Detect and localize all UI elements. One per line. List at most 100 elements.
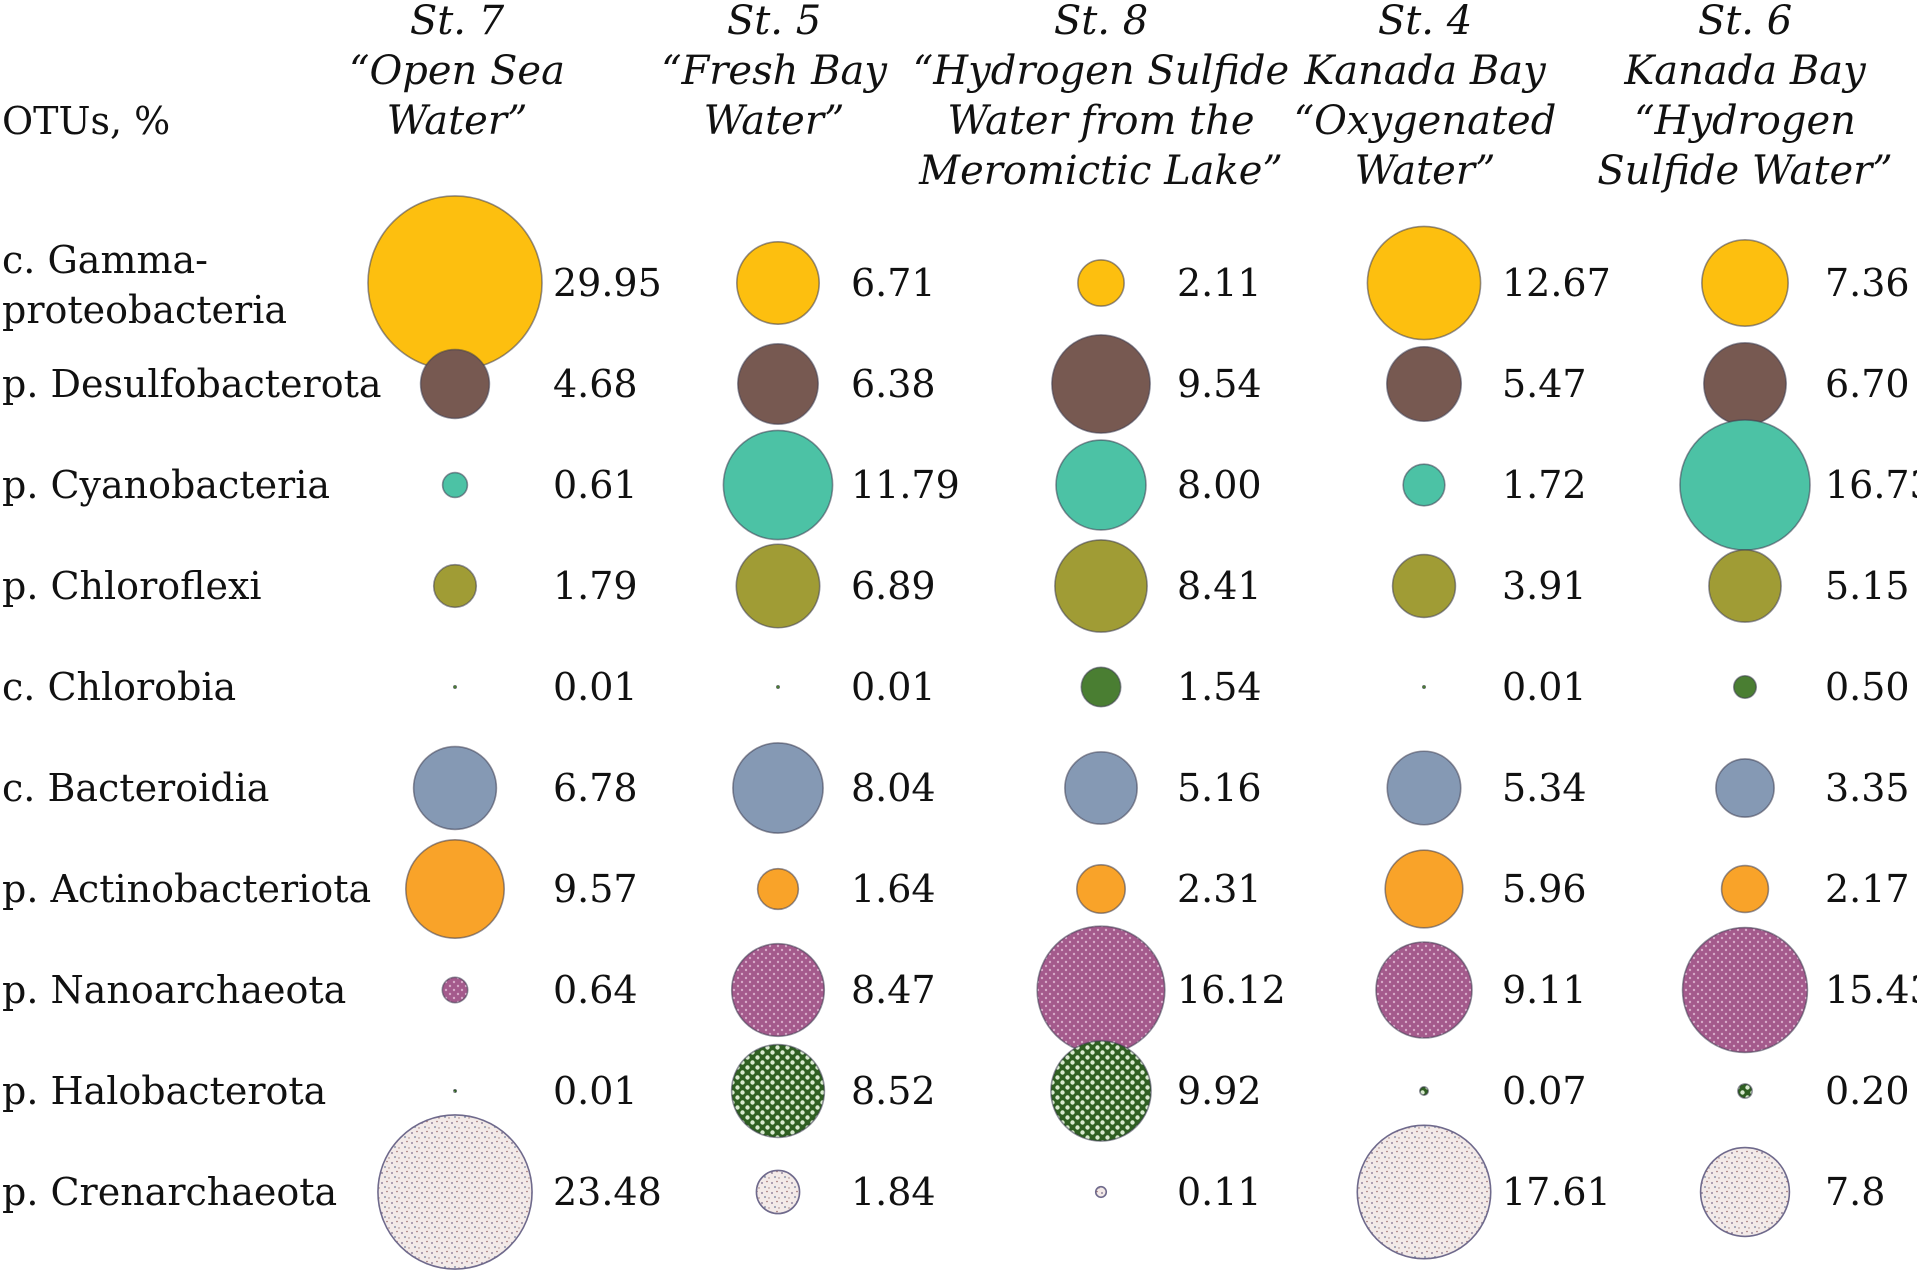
value-label: 9.54 (1177, 362, 1262, 406)
taxon-row: p. Nanoarchaeota 0.64 8.47 16.12 9.11 15.43 (2, 925, 1917, 1055)
taxon-label: p. Crenarchaeota (2, 1170, 337, 1214)
value-label: 2.11 (1177, 261, 1262, 305)
taxon-row: p. Cyanobacteria 0.61 11.79 8.00 1.72 16.73 (2, 419, 1917, 551)
bubble (432, 563, 478, 609)
station-header-4-line-2: Kanada Bay (1303, 48, 1547, 94)
value-label: 0.01 (1502, 665, 1587, 709)
station-header-3-line-1: St. 8 (1054, 0, 1148, 44)
station-header-5-line-4: Sulfide Water” (1597, 148, 1892, 194)
taxon-row: p. Halobacterota 0.01 8.52 9.92 0.07 0.20 (2, 1040, 1910, 1142)
value-label: 1.54 (1177, 665, 1262, 709)
value-label: 1.84 (851, 1170, 936, 1214)
taxon-label: p. Desulfobacterota (2, 362, 382, 406)
value-label: 15.43 (1825, 968, 1917, 1012)
bubble (1402, 463, 1446, 507)
bubble (1356, 1124, 1492, 1260)
bubble (452, 685, 457, 690)
value-label: 5.15 (1825, 564, 1910, 608)
bubble (1679, 419, 1811, 551)
taxon-label: p. Cyanobacteria (2, 463, 330, 507)
bubble (776, 685, 781, 690)
value-label: 8.41 (1177, 564, 1262, 608)
row-header: OTUs, % (2, 99, 170, 143)
station-header-2-line-2: “Fresh Bay (661, 48, 888, 94)
value-label: 5.96 (1502, 867, 1587, 911)
station-header-1-line-2: “Open Sea (349, 48, 565, 94)
bubble (1036, 925, 1166, 1055)
value-label: 0.20 (1825, 1069, 1910, 1113)
value-label: 1.79 (553, 564, 638, 608)
value-label: 16.73 (1825, 463, 1917, 507)
station-header-2-line-3: Water” (704, 98, 845, 144)
bubble (732, 742, 824, 834)
bubble (405, 839, 505, 939)
bubble (1050, 1040, 1152, 1142)
bubble (1418, 1085, 1430, 1097)
bubble (1366, 225, 1482, 341)
bubble (377, 1114, 533, 1270)
value-label: 3.35 (1825, 766, 1910, 810)
taxon-row: p. Crenarchaeota 23.48 1.84 0.11 17.61 7.8 (2, 1114, 1885, 1270)
bubble (1054, 539, 1148, 633)
value-label: 6.89 (851, 564, 936, 608)
value-label: 11.79 (851, 463, 960, 507)
value-label: 3.91 (1502, 564, 1587, 608)
bubble (755, 1169, 801, 1215)
value-label: 0.11 (1177, 1170, 1262, 1214)
taxon-row: c. Bacteroidia 6.78 8.04 5.16 5.34 3.35 (2, 742, 1910, 834)
bubble (1681, 926, 1809, 1054)
station-header-5-line-1: St. 6 (1698, 0, 1792, 44)
station-header-5-line-2: Kanada Bay (1623, 48, 1867, 94)
bubble (1055, 439, 1147, 531)
taxon-row: p. Chloroflexi 1.79 6.89 8.41 3.91 5.15 (2, 539, 1910, 633)
value-label: 8.04 (851, 766, 936, 810)
taxon-label: proteobacteria (2, 288, 287, 332)
value-label: 9.11 (1502, 968, 1587, 1012)
taxon-label: p. Actinobacteriota (2, 867, 371, 911)
station-header-5-line-3: “Hydrogen (1634, 98, 1856, 144)
bubble (419, 348, 491, 420)
bubble (452, 1089, 457, 1094)
station-header-3-line-2: “Hydrogen Sulfide (913, 48, 1289, 94)
bubble (1737, 1083, 1753, 1099)
bubble (1391, 553, 1457, 619)
value-label: 8.00 (1177, 463, 1262, 507)
value-label: 8.47 (851, 968, 936, 1012)
value-label: 4.68 (553, 362, 638, 406)
value-label: 2.17 (1825, 867, 1910, 911)
taxon-label: p. Chloroflexi (2, 564, 262, 608)
bubble (1064, 751, 1138, 825)
value-label: 6.70 (1825, 362, 1910, 406)
taxon-row: c. Gamma-proteobacteria 29.95 6.71 2.11 12.6… (2, 195, 1910, 371)
bubble (1384, 849, 1464, 929)
value-label: 7.8 (1825, 1170, 1885, 1214)
value-label: 5.16 (1177, 766, 1262, 810)
bubble (736, 241, 820, 325)
taxon-label: p. Halobacterota (2, 1069, 326, 1113)
value-label: 0.01 (851, 665, 936, 709)
bubble (722, 429, 834, 541)
value-label: 1.64 (851, 867, 936, 911)
bubble (1732, 674, 1758, 700)
bubble (1699, 1146, 1791, 1238)
value-label: 0.01 (553, 1069, 638, 1113)
value-label: 23.48 (553, 1170, 662, 1214)
value-label: 5.47 (1502, 362, 1587, 406)
value-label: 6.38 (851, 362, 936, 406)
station-header-4-line-4: Water” (1355, 148, 1496, 194)
value-label: 8.52 (851, 1069, 936, 1113)
taxon-label: c. Gamma- (2, 238, 208, 282)
bubble (367, 195, 543, 371)
station-header-1-line-1: St. 7 (410, 0, 505, 44)
bubble (1077, 259, 1125, 307)
value-label: 29.95 (553, 261, 662, 305)
value-label: 12.67 (1502, 261, 1611, 305)
value-label: 16.12 (1177, 968, 1286, 1012)
bubble (1703, 342, 1787, 426)
bubble (735, 543, 821, 629)
bubble (1094, 1185, 1108, 1199)
bubble (1076, 864, 1126, 914)
bubble (441, 471, 469, 499)
bubble (1080, 666, 1122, 708)
